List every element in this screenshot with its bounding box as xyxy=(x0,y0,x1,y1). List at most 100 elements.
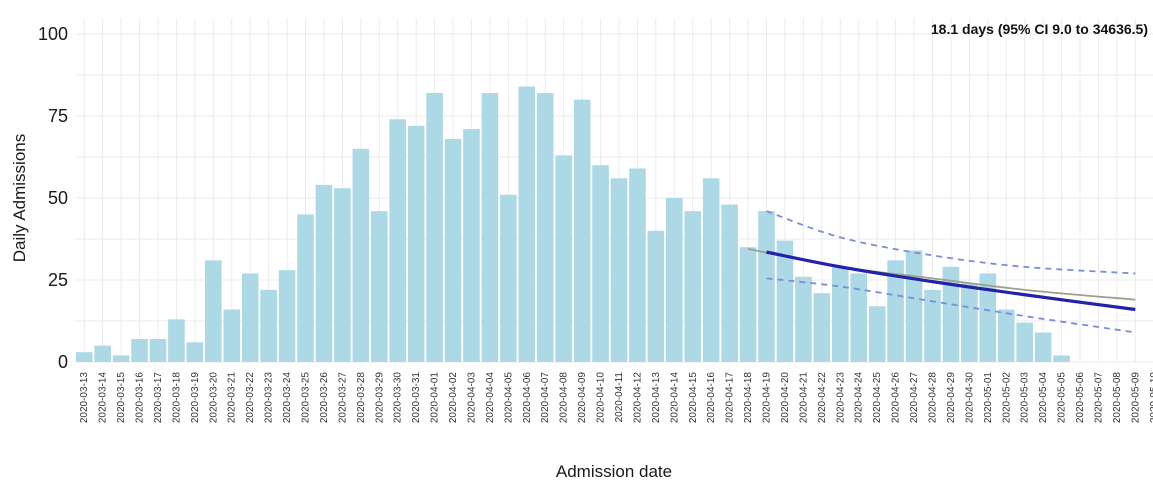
bar-2020-03-19 xyxy=(186,342,204,362)
bar-2020-03-18 xyxy=(168,319,185,362)
x-tick-label: 2020-04-29 xyxy=(946,372,957,424)
x-tick-label: 2020-04-08 xyxy=(559,372,570,424)
x-tick-label: 2020-03-14 xyxy=(98,372,109,424)
bar-2020-03-15 xyxy=(112,355,130,362)
bar-2020-04-09 xyxy=(573,99,591,362)
bar-2020-04-18 xyxy=(739,247,757,362)
bar-2020-04-22 xyxy=(813,293,831,362)
bar-2020-04-30 xyxy=(961,283,978,362)
bar-2020-04-01 xyxy=(426,93,443,362)
bar-2020-03-25 xyxy=(297,214,314,362)
x-tick-label: 2020-04-27 xyxy=(909,372,920,424)
x-tick-label: 2020-05-07 xyxy=(1093,372,1104,424)
bar-2020-05-05 xyxy=(1053,355,1070,362)
x-tick-label: 2020-04-17 xyxy=(725,372,736,424)
x-tick-label: 2020-03-23 xyxy=(264,372,275,424)
x-tick-label: 2020-04-16 xyxy=(706,372,717,424)
bar-2020-03-17 xyxy=(149,339,167,362)
x-tick-label: 2020-03-17 xyxy=(153,372,164,424)
x-tick-label: 2020-03-25 xyxy=(301,372,312,424)
bar-2020-03-26 xyxy=(315,184,333,362)
x-tick-label: 2020-04-24 xyxy=(854,372,865,424)
x-tick-label: 2020-05-09 xyxy=(1130,372,1141,424)
x-tick-label: 2020-04-01 xyxy=(430,372,441,424)
x-tick-label: 2020-04-28 xyxy=(927,372,938,424)
x-tick-label: 2020-04-25 xyxy=(872,372,883,424)
bar-2020-04-12 xyxy=(629,168,646,362)
x-tick-label: 2020-04-04 xyxy=(485,372,496,424)
bar-2020-03-16 xyxy=(131,339,148,362)
bar-2020-04-24 xyxy=(850,273,868,362)
x-tick-label: 2020-03-20 xyxy=(208,372,219,424)
confidence-band-line xyxy=(766,277,1136,334)
confidence-band-line xyxy=(766,210,1136,275)
x-tick-label: 2020-04-12 xyxy=(632,372,643,424)
x-tick-label: 2020-05-01 xyxy=(983,372,994,424)
x-axis-label: Admission date xyxy=(556,462,672,481)
bar-2020-04-19 xyxy=(758,211,775,362)
bar-2020-03-14 xyxy=(94,345,111,362)
x-tick-label: 2020-04-14 xyxy=(669,372,680,424)
x-axis-ticks: 2020-03-13 2020-03-14 2020-03-15 2020-03-16… xyxy=(79,372,1153,424)
bars xyxy=(75,86,1070,362)
bar-2020-04-11 xyxy=(610,178,628,362)
bar-2020-03-22 xyxy=(241,273,259,362)
x-tick-label: 2020-03-29 xyxy=(374,372,385,424)
bar-2020-04-29 xyxy=(942,266,960,362)
bar-2020-04-23 xyxy=(831,266,849,362)
x-tick-label: 2020-04-02 xyxy=(448,372,459,424)
x-tick-label: 2020-05-05 xyxy=(1057,372,1068,424)
model-fit-line xyxy=(766,250,1136,312)
bar-2020-05-02 xyxy=(997,309,1015,362)
x-tick-label: 2020-03-26 xyxy=(319,372,330,424)
bar-2020-04-28 xyxy=(924,289,941,362)
bar-2020-03-20 xyxy=(205,260,222,362)
bar-2020-04-06 xyxy=(518,86,536,362)
x-tick-label: 2020-04-05 xyxy=(503,372,514,424)
x-tick-label: 2020-03-13 xyxy=(79,372,90,424)
bar-2020-03-31 xyxy=(407,125,425,362)
y-tick-label: 100 xyxy=(38,24,68,44)
bar-2020-05-04 xyxy=(1034,332,1052,362)
x-tick-label: 2020-05-04 xyxy=(1038,372,1049,424)
x-tick-label: 2020-05-03 xyxy=(1020,372,1031,424)
bar-2020-04-21 xyxy=(795,276,812,362)
bar-2020-03-23 xyxy=(260,289,277,362)
bar-2020-04-05 xyxy=(500,194,517,362)
bar-2020-03-28 xyxy=(352,148,370,362)
x-tick-label: 2020-04-26 xyxy=(891,372,902,424)
x-tick-label: 2020-03-16 xyxy=(135,372,146,424)
bar-2020-04-25 xyxy=(868,306,886,362)
x-tick-label: 2020-04-07 xyxy=(540,372,551,424)
x-tick-label: 2020-04-10 xyxy=(596,372,607,424)
x-tick-label: 2020-05-10 xyxy=(1149,372,1153,424)
bar-2020-04-07 xyxy=(536,93,554,362)
x-tick-label: 2020-03-21 xyxy=(227,372,238,424)
bar-2020-05-03 xyxy=(1016,322,1033,362)
bar-2020-04-26 xyxy=(887,260,904,362)
x-tick-label: 2020-03-30 xyxy=(393,372,404,424)
x-tick-label: 2020-04-03 xyxy=(466,372,477,424)
bar-2020-04-16 xyxy=(702,178,720,362)
x-tick-label: 2020-03-19 xyxy=(190,372,201,424)
x-tick-label: 2020-04-20 xyxy=(780,372,791,424)
bar-2020-04-10 xyxy=(592,165,609,362)
bar-2020-04-08 xyxy=(555,155,572,362)
x-tick-label: 2020-03-18 xyxy=(171,372,182,424)
x-tick-label: 2020-04-22 xyxy=(817,372,828,424)
bar-2020-03-27 xyxy=(334,188,351,362)
bar-2020-05-01 xyxy=(979,273,997,362)
y-axis-label: Daily Admissions xyxy=(10,134,29,263)
bar-2020-03-29 xyxy=(370,211,388,362)
fit-lines xyxy=(747,210,1136,334)
x-tick-label: 2020-04-09 xyxy=(577,372,588,424)
y-tick-label: 75 xyxy=(48,106,68,126)
y-tick-label: 25 xyxy=(48,270,68,290)
x-tick-label: 2020-05-08 xyxy=(1112,372,1123,424)
bar-2020-04-15 xyxy=(684,211,702,362)
x-tick-label: 2020-05-02 xyxy=(1001,372,1012,424)
x-tick-label: 2020-04-19 xyxy=(762,372,773,424)
x-tick-label: 2020-05-06 xyxy=(1075,372,1086,424)
chart-annotation: 18.1 days (95% CI 9.0 to 34636.5) xyxy=(931,21,1148,37)
